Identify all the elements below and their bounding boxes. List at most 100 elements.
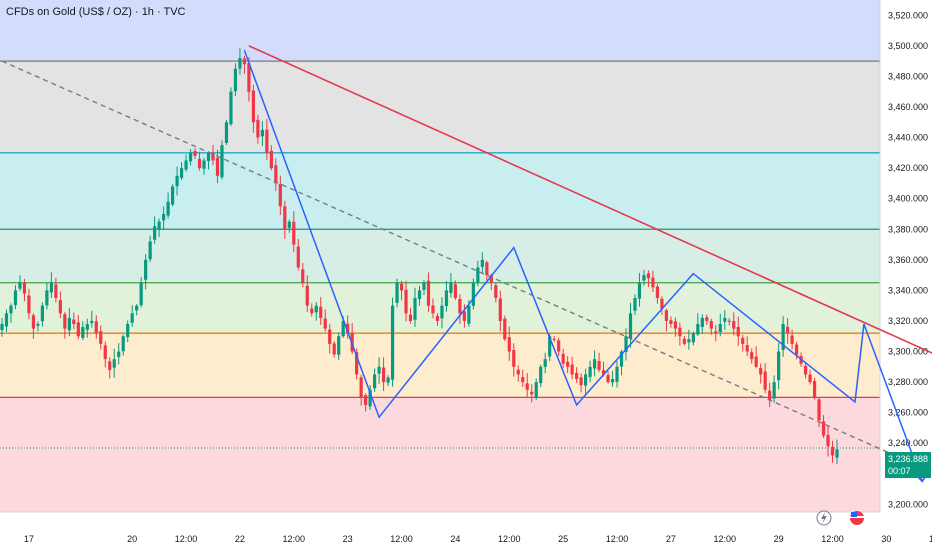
- x-tick-label: 12:00: [714, 534, 737, 544]
- candle-body: [485, 262, 489, 276]
- x-tick-label: 23: [343, 534, 353, 544]
- candle-body: [628, 313, 633, 339]
- candle-body: [548, 336, 552, 357]
- candle-body: [260, 129, 264, 137]
- candle-body: [197, 158, 202, 169]
- candle-body: [108, 361, 112, 370]
- candle-body: [615, 366, 619, 382]
- candle-body: [803, 365, 808, 375]
- candle-body: [175, 175, 179, 187]
- candle-body: [242, 58, 247, 65]
- candle-body: [373, 374, 377, 389]
- candle-body: [426, 280, 431, 306]
- candle-body: [296, 246, 300, 268]
- symbol-title: CFDs on Gold (US$ / OZ) · 1h · TVC: [6, 6, 186, 18]
- candle-body: [81, 327, 85, 338]
- candle-body: [709, 321, 713, 329]
- candle-body: [682, 338, 686, 344]
- candle-body: [278, 184, 282, 207]
- candle-body: [718, 324, 722, 332]
- candle-body: [49, 282, 53, 293]
- candle-body: [130, 313, 134, 323]
- candle-body: [557, 340, 561, 352]
- candle-body: [705, 317, 709, 321]
- candle-body: [691, 333, 695, 343]
- candle-body: [94, 321, 98, 334]
- candle-body: [732, 320, 736, 329]
- candle-body: [453, 284, 458, 299]
- y-tick-label: 3,320.000: [888, 316, 928, 326]
- candle-body: [561, 353, 565, 364]
- candle-body: [287, 221, 291, 228]
- candle-body: [45, 290, 49, 306]
- candle-body: [498, 298, 502, 321]
- candle-body: [188, 152, 193, 162]
- candle-body: [462, 311, 466, 321]
- candle-body: [471, 282, 475, 306]
- candle-body: [727, 320, 731, 322]
- zone-band: [0, 152, 880, 230]
- candle-body: [530, 391, 534, 395]
- candle-body: [794, 344, 799, 355]
- candle-body: [552, 338, 556, 340]
- candle-body: [67, 317, 71, 331]
- candle-body: [431, 305, 435, 314]
- y-tick-label: 3,200.000: [888, 499, 928, 509]
- y-tick-label: 3,520.000: [888, 10, 928, 20]
- x-tick-label: 12:00: [821, 534, 844, 544]
- candle-body: [85, 324, 89, 330]
- candle-body: [233, 68, 238, 92]
- x-tick-label: 25: [558, 534, 568, 544]
- candle-body: [759, 367, 763, 375]
- candle-body: [292, 221, 296, 245]
- candle-body: [750, 352, 754, 360]
- lightning-glyph: [821, 512, 827, 524]
- candle-body: [422, 282, 426, 290]
- candle-body: [503, 318, 507, 340]
- candle-body: [539, 366, 543, 384]
- y-tick-label: 3,460.000: [888, 102, 928, 112]
- candle-body: [817, 399, 821, 421]
- dashed-trendline: [1, 60, 932, 473]
- candle-body: [619, 351, 624, 367]
- candle-body: [153, 226, 157, 240]
- candle-body: [826, 434, 830, 447]
- candle-body: [13, 290, 18, 306]
- flag-canton: [851, 512, 857, 517]
- candle-body: [579, 377, 583, 386]
- candle-body: [624, 336, 628, 352]
- y-tick-label: 3,500.000: [888, 41, 928, 51]
- candle-body: [193, 151, 197, 156]
- candle-body: [332, 343, 336, 355]
- candle-body: [790, 335, 794, 344]
- candle-body: [534, 382, 538, 398]
- candle-body: [99, 331, 103, 344]
- zone-band: [0, 229, 880, 283]
- candle-body: [723, 317, 727, 322]
- candle-body: [525, 383, 529, 390]
- y-tick-label: 3,360.000: [888, 255, 928, 265]
- candle-body: [58, 300, 62, 314]
- candle-body: [435, 315, 440, 321]
- zone-band: [0, 0, 880, 62]
- candle-body: [772, 382, 776, 399]
- current-price-value: 3,236.888: [888, 454, 929, 464]
- candle-body: [31, 315, 36, 329]
- candle-body: [570, 364, 574, 375]
- candle-body: [458, 298, 462, 314]
- zone-band: [0, 397, 880, 512]
- candle-body: [215, 157, 220, 176]
- y-tick-label: 3,440.000: [888, 133, 928, 143]
- x-tick-label: 12:00: [606, 534, 629, 544]
- y-tick-label: 3,380.000: [888, 224, 928, 234]
- x-tick-label: 12:00: [390, 534, 413, 544]
- x-tick-label: 22: [235, 534, 245, 544]
- candle-body: [597, 360, 601, 370]
- candle-body: [72, 319, 76, 325]
- candle-body: [777, 351, 781, 381]
- candle-body: [655, 286, 660, 299]
- candle-body: [126, 324, 130, 338]
- candle-body: [54, 284, 58, 299]
